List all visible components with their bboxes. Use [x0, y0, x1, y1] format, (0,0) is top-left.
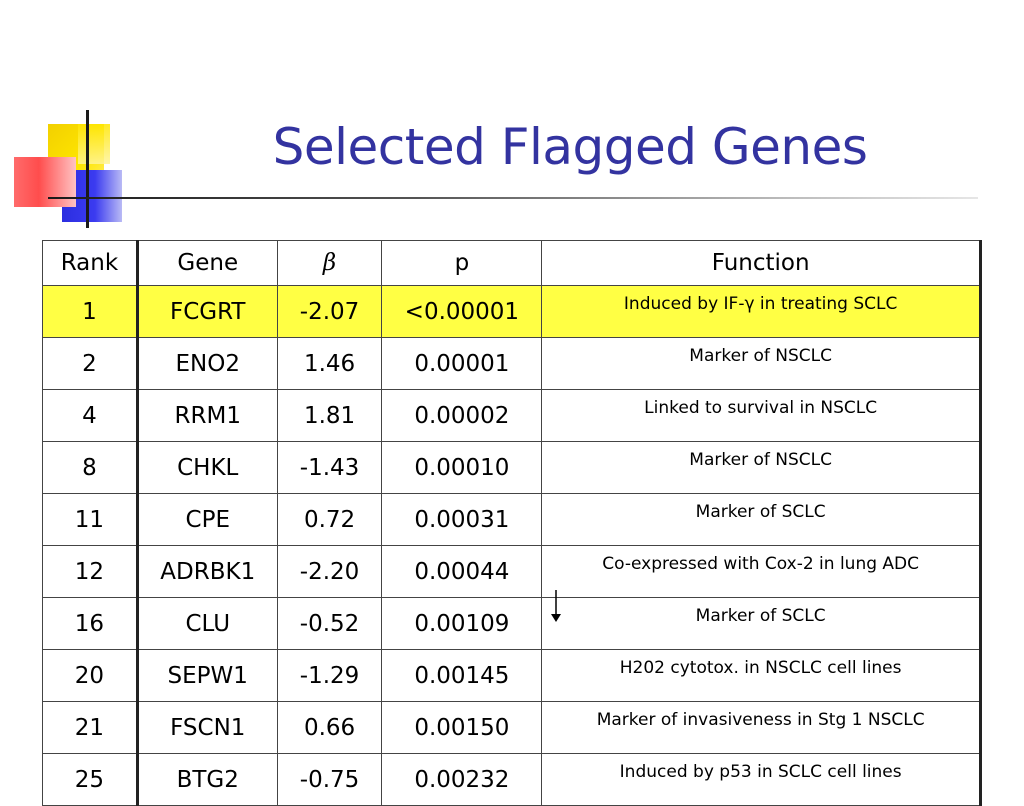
table-row: 8 CHKL -1.43 0.00010 Marker of NSCLC — [42, 441, 982, 494]
cell-p: 0.00001 — [381, 337, 543, 390]
table-row: 21 FSCN1 0.66 0.00150 Marker of invasiveness… — [42, 701, 982, 754]
cell-function: Marker of NSCLC — [541, 441, 982, 494]
cell-rank: 8 — [42, 441, 139, 494]
gene-table: Rank Gene β p Function 1 FCGRT -2.07 <0.000… — [42, 240, 982, 806]
cell-beta: 1.46 — [276, 337, 383, 390]
cell-gene: ADRBK1 — [136, 545, 278, 598]
down-arrow-icon — [551, 590, 561, 622]
cell-p: 0.00044 — [381, 545, 543, 598]
table-row: 16 CLU -0.52 0.00109 Marker of SCLC — [42, 597, 982, 650]
cell-beta: -1.29 — [276, 649, 383, 702]
cell-p: 0.00145 — [381, 649, 543, 702]
cell-rank: 25 — [42, 753, 139, 806]
cell-beta: 0.72 — [276, 493, 383, 546]
table-row: 20 SEPW1 -1.29 0.00145 H202 cytotox. in NSCL… — [42, 649, 982, 702]
cell-gene: CPE — [136, 493, 278, 546]
cell-rank: 4 — [42, 389, 139, 442]
cell-p: 0.00109 — [381, 597, 543, 650]
cell-beta: -1.43 — [276, 441, 383, 494]
cell-p: 0.00150 — [381, 701, 543, 754]
cell-rank: 16 — [42, 597, 139, 650]
cell-gene: CLU — [136, 597, 278, 650]
slide-title: Selected Flagged Genes — [272, 118, 868, 176]
cell-function: Induced by p53 in SCLC cell lines — [541, 753, 982, 806]
table-row: 11 CPE 0.72 0.00031 Marker of SCLC — [42, 493, 982, 546]
cell-gene: FCGRT — [136, 285, 278, 338]
cell-beta: 0.66 — [276, 701, 383, 754]
cell-rank: 20 — [42, 649, 139, 702]
cell-beta: -2.20 — [276, 545, 383, 598]
cell-p: 0.00010 — [381, 441, 543, 494]
cell-function: Induced by IF-γ in treating SCLC — [541, 285, 982, 338]
cell-function: Marker of SCLC — [541, 597, 982, 650]
cell-p: 0.00031 — [381, 493, 543, 546]
cell-gene: ENO2 — [136, 337, 278, 390]
table-row: 12 ADRBK1 -2.20 0.00044 Co-expressed with Co… — [42, 545, 982, 598]
title-underline — [48, 197, 978, 199]
table-row: 2 ENO2 1.46 0.00001 Marker of NSCLC — [42, 337, 982, 390]
header-beta: β — [276, 240, 383, 286]
cell-function: H202 cytotox. in NSCLC cell lines — [541, 649, 982, 702]
cell-gene: RRM1 — [136, 389, 278, 442]
cell-gene: FSCN1 — [136, 701, 278, 754]
header-function: Function — [541, 240, 982, 286]
cell-beta: -2.07 — [276, 285, 383, 338]
cell-function: Marker of NSCLC — [541, 337, 982, 390]
cell-rank: 21 — [42, 701, 139, 754]
table-header-row: Rank Gene β p Function — [42, 240, 982, 286]
cell-beta: 1.81 — [276, 389, 383, 442]
cell-function: Linked to survival in NSCLC — [541, 389, 982, 442]
cell-function: Marker of SCLC — [541, 493, 982, 546]
cell-gene: SEPW1 — [136, 649, 278, 702]
cell-p: <0.00001 — [381, 285, 543, 338]
cell-rank: 11 — [42, 493, 139, 546]
cell-rank: 2 — [42, 337, 139, 390]
cell-rank: 1 — [42, 285, 139, 338]
header-gene: Gene — [136, 240, 278, 286]
cell-function: Co-expressed with Cox-2 in lung ADC — [541, 545, 982, 598]
cell-beta: -0.52 — [276, 597, 383, 650]
cell-rank: 12 — [42, 545, 139, 598]
logo-yellow-overlay — [78, 124, 110, 164]
cell-gene: CHKL — [136, 441, 278, 494]
logo-red-square — [14, 157, 76, 207]
cell-beta: -0.75 — [276, 753, 383, 806]
cell-p: 0.00002 — [381, 389, 543, 442]
header-rank: Rank — [42, 240, 139, 286]
table-row: 25 BTG2 -0.75 0.00232 Induced by p53 in SCLC… — [42, 753, 982, 806]
table-row: 4 RRM1 1.81 0.00002 Linked to survival in NS… — [42, 389, 982, 442]
cell-function: Marker of invasiveness in Stg 1 NSCLC — [541, 701, 982, 754]
table-row: 1 FCGRT -2.07 <0.00001 Induced by IF-γ in tr… — [42, 285, 982, 338]
cell-p: 0.00232 — [381, 753, 543, 806]
cell-gene: BTG2 — [136, 753, 278, 806]
logo-vertical-line — [86, 110, 89, 228]
header-p: p — [381, 240, 543, 286]
